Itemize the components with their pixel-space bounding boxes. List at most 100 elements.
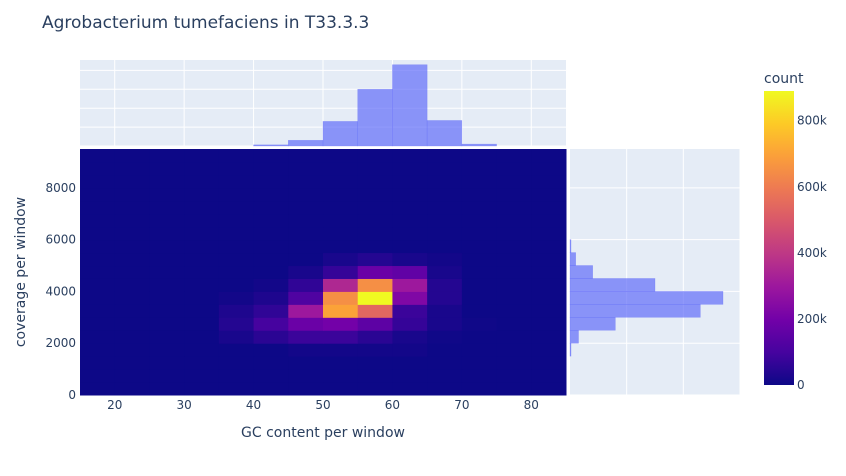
heatmap-cell (392, 291, 428, 305)
heatmap-cell (149, 187, 185, 202)
heatmap-cell (288, 149, 324, 163)
heatmap-cell (149, 343, 185, 357)
heatmap-cell (323, 252, 359, 267)
heatmap-cell (427, 226, 463, 241)
heatmap-cell (461, 161, 498, 176)
heatmap-cell (114, 278, 150, 292)
heatmap-cell (392, 226, 428, 241)
heatmap-cell (531, 174, 567, 189)
colorbar-tick-label: 0 (797, 378, 805, 392)
heatmap-cell (357, 265, 393, 279)
heatmap-cell (496, 226, 532, 241)
heatmap-cell (80, 252, 116, 267)
heatmap-cell (357, 343, 393, 357)
y-tick-label: 4000 (45, 284, 76, 298)
heatmap-cell (531, 265, 567, 279)
heatmap-cell (427, 369, 463, 383)
heatmap-cell (253, 330, 289, 344)
heatmap-cell (80, 278, 116, 292)
heatmap-cell (531, 252, 567, 267)
heatmap-cell (427, 239, 463, 254)
heatmap-cell (184, 187, 220, 202)
heatmap-cell (357, 213, 393, 228)
heatmap-cell (496, 239, 532, 254)
heatmap-cell (496, 187, 532, 202)
heatmap-cell (149, 265, 185, 279)
heatmap-cell (114, 265, 150, 279)
heatmap-cell (323, 149, 359, 163)
heatmap-cell (531, 291, 567, 305)
heatmap-cell (427, 343, 463, 357)
heatmap-cell (218, 149, 255, 163)
heatmap-cell (392, 356, 428, 370)
heatmap-cell (323, 291, 359, 305)
x-tick-label: 70 (454, 398, 469, 412)
heatmap-cell (218, 343, 255, 357)
x-tick-label: 50 (315, 398, 330, 412)
colorbar-tick-label: 800k (797, 114, 827, 128)
heatmap-cell (218, 317, 255, 331)
page-title: Agrobacterium tumefaciens in T33.3.3 (42, 13, 370, 33)
heatmap-cell (427, 213, 463, 228)
heatmap-cell (392, 161, 428, 176)
y-marginal-bar (569, 317, 616, 331)
heatmap-cell (288, 174, 324, 189)
heatmap-cell (427, 161, 463, 176)
heatmap-cell (149, 213, 185, 228)
heatmap-cell (461, 278, 498, 292)
x-tick-label: 30 (177, 398, 192, 412)
heatmap-cell (218, 239, 255, 254)
heatmap-cell (427, 149, 463, 163)
heatmap-cell (80, 187, 116, 202)
heatmap-cell (114, 343, 150, 357)
heatmap-cell (184, 291, 220, 305)
heatmap-cell (392, 200, 428, 215)
x-tick-label: 20 (107, 398, 122, 412)
heatmap-cell (184, 200, 220, 215)
y-axis-title: coverage per window (13, 197, 29, 347)
heatmap-cell (149, 226, 185, 241)
heatmap-cell (253, 304, 289, 318)
heatmap-cell (149, 304, 185, 318)
heatmap-cell (496, 304, 532, 318)
heatmap-cell (496, 200, 532, 215)
heatmap-cell (149, 382, 185, 396)
heatmap-cell (184, 330, 220, 344)
heatmap-cell (496, 343, 532, 357)
heatmap-cell (149, 239, 185, 254)
heatmap-cell (392, 343, 428, 357)
heatmap-cell (357, 226, 393, 241)
heatmap-cell (114, 330, 150, 344)
heatmap-cell (531, 330, 567, 344)
heatmap-cell (253, 161, 289, 176)
heatmap-cell (427, 304, 463, 318)
heatmap-cell (184, 278, 220, 292)
heatmap-cell (114, 187, 150, 202)
heatmap-cell (392, 187, 428, 202)
heatmap-cell (149, 369, 185, 383)
heatmap-cell (496, 278, 532, 292)
heatmap-cell (253, 187, 289, 202)
heatmap-cell (288, 330, 324, 344)
heatmap-cell (114, 226, 150, 241)
heatmap-cell (288, 252, 324, 267)
heatmap-cell (288, 239, 324, 254)
heatmap-cell (184, 226, 220, 241)
heatmap-cell (496, 291, 532, 305)
heatmap-cell (114, 200, 150, 215)
heatmap-cell (184, 343, 220, 357)
heatmap-cell (114, 369, 150, 383)
heatmap-cell (357, 200, 393, 215)
y-marginal-bar (569, 342, 572, 357)
heatmap-cell (496, 213, 532, 228)
heatmap-cell (357, 149, 393, 163)
heatmap-cell (80, 291, 116, 305)
y-tick-label: 2000 (45, 336, 76, 350)
heatmap-cell (392, 382, 428, 396)
heatmap-cell (114, 174, 150, 189)
heatmap-cell (461, 149, 498, 163)
colorbar-tick-label: 600k (797, 180, 827, 194)
heatmap-cell (357, 356, 393, 370)
heatmap-cell (253, 382, 289, 396)
heatmap-cell (218, 265, 255, 279)
